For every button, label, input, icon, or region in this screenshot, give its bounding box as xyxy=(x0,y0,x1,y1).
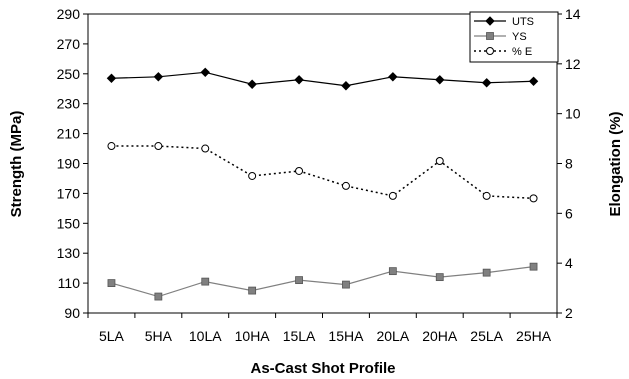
data-point-e xyxy=(482,191,491,200)
legend-label-ys: YS xyxy=(512,31,527,43)
series-line-ys xyxy=(111,266,534,298)
x-tick-label: 25LA xyxy=(470,328,503,344)
y2-tick-label: 12 xyxy=(565,56,581,72)
y-tick-label: 270 xyxy=(57,36,81,52)
data-point-e xyxy=(295,166,304,175)
data-point-ys xyxy=(342,280,350,289)
data-point-ys xyxy=(201,277,210,286)
x-tick-label: 10LA xyxy=(189,328,222,344)
tick-labels: 90 110 130 150 170 190 210 230 250 270 290 2 4 6 8 10 12… xyxy=(57,6,581,344)
data-point-e xyxy=(248,171,257,180)
series-e xyxy=(107,142,538,203)
data-point-uts xyxy=(200,67,210,78)
y-axis-title: Strength (MPa) xyxy=(8,111,25,218)
data-point-uts xyxy=(294,75,304,85)
data-point-e xyxy=(529,194,538,203)
data-point-ys xyxy=(248,286,257,295)
y2-tick-label: 14 xyxy=(565,6,581,22)
x-tick-label: 5HA xyxy=(145,328,173,344)
data-point-e xyxy=(201,144,210,153)
x-tick-label: 10HA xyxy=(235,328,271,344)
y-tick-label: 150 xyxy=(57,215,81,231)
y-tick-label: 190 xyxy=(57,156,81,172)
series-line-e xyxy=(111,145,534,200)
legend-label-uts: UTS xyxy=(512,16,534,28)
data-point-uts xyxy=(528,76,539,86)
data-point-uts xyxy=(435,75,445,85)
series-line-uts xyxy=(111,71,534,87)
y2-tick-label: 4 xyxy=(565,255,573,271)
y-tick-label: 250 xyxy=(57,66,81,82)
y2-axis-title: Elongation (%) xyxy=(607,112,624,217)
x-tick-label: 25HA xyxy=(516,328,552,344)
y2-tick-label: 10 xyxy=(565,106,581,122)
data-point-e xyxy=(435,157,444,166)
data-point-uts xyxy=(481,78,492,88)
series-uts xyxy=(106,67,539,91)
data-point-uts xyxy=(388,72,398,82)
y-tick-label: 230 xyxy=(57,96,81,112)
data-point-uts xyxy=(341,81,351,91)
data-point-uts xyxy=(153,72,164,82)
y2-tick-label: 6 xyxy=(565,205,573,221)
y-tick-label: 90 xyxy=(64,305,80,321)
y-tick-label: 110 xyxy=(58,275,81,291)
data-point-ys xyxy=(435,273,444,282)
x-axis-title: As-Cast Shot Profile xyxy=(250,360,395,377)
y-tick-label: 130 xyxy=(57,245,81,261)
legend-marker-uts xyxy=(485,16,495,26)
x-tick-label: 15HA xyxy=(328,328,364,344)
data-point-e xyxy=(388,191,397,200)
data-point-ys xyxy=(107,279,116,288)
x-tick-label: 20LA xyxy=(376,328,409,344)
y-tick-label: 210 xyxy=(57,126,81,142)
x-tick-label: 20HA xyxy=(422,328,458,344)
data-point-e xyxy=(341,181,350,190)
data-point-ys xyxy=(388,267,397,276)
x-tick-label: 5LA xyxy=(99,328,125,344)
data-point-ys xyxy=(529,262,538,271)
y-tick-label: 290 xyxy=(57,6,81,22)
legend-marker-ys xyxy=(486,32,494,40)
legend-box xyxy=(469,11,559,63)
data-point-e xyxy=(154,142,163,151)
series-ys xyxy=(107,262,538,301)
data-point-ys xyxy=(295,276,303,285)
series-layer xyxy=(106,67,539,301)
x-tick-label: 15LA xyxy=(283,328,316,344)
data-point-ys xyxy=(482,268,491,277)
data-point-e xyxy=(107,142,116,151)
data-point-ys xyxy=(154,292,163,301)
legend-marker-e xyxy=(486,47,494,55)
axes xyxy=(83,13,562,318)
y-tick-label: 170 xyxy=(57,185,81,201)
legend: UTS YS % E xyxy=(469,11,559,63)
data-point-uts xyxy=(106,73,117,83)
y2-tick-label: 2 xyxy=(565,305,573,321)
y2-tick-label: 8 xyxy=(565,156,573,172)
data-point-uts xyxy=(247,79,257,89)
legend-label-e: % E xyxy=(512,46,532,58)
